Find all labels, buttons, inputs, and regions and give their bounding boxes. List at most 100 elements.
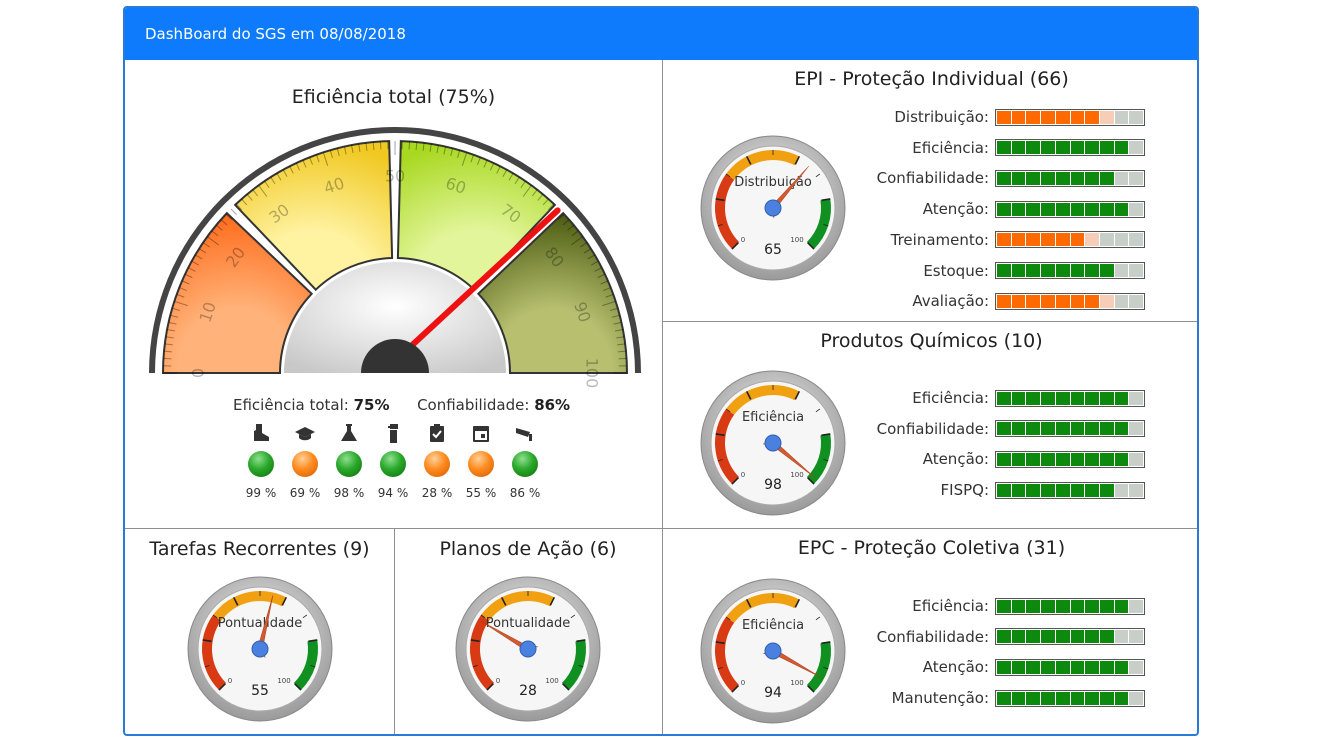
bar-segment [997,264,1011,277]
bar-segment [1011,202,1026,216]
bar-row: FISPQ: [825,481,1145,499]
gauge-band [726,385,800,415]
gauge-tick [302,614,308,619]
bar-segment [1129,171,1144,185]
gauge-tick [597,273,606,279]
gauge-tick [522,185,532,197]
progress-bar [995,139,1145,157]
quimicos-gauge-dial: Eficiência 0 100 98 [700,370,846,516]
gauge-zone [233,140,394,292]
gauge-tick [725,408,731,413]
eff-value: 75% [353,396,390,414]
gauge-tick [794,598,801,608]
dashboard-title: DashBoard do SGS em 08/08/2018 [145,25,406,43]
bar-segment [1085,294,1099,308]
bar-segment [1114,233,1129,247]
progress-bar [995,481,1145,499]
gauge-band [715,408,740,485]
bar-segment [1099,141,1114,155]
bar-segment [1026,294,1041,308]
flask-icon [341,424,357,441]
gauge-tick [309,157,314,165]
gauge-tick [174,300,188,307]
progress-bar [995,292,1145,310]
gauge-tick [823,458,829,462]
gauge-tick [436,145,439,154]
gauge-tick [295,162,301,171]
bar-label: Atenção: [922,450,989,469]
gauge-tick [264,180,270,189]
gauge-tick [476,157,481,165]
bar-segment [1011,452,1026,466]
gauge-tick [603,287,611,292]
gauge-value: 65 [764,242,782,258]
gauge-tick [531,189,538,197]
gauge-value: 98 [764,477,782,493]
bar-segment [997,630,1011,644]
progress-bar [995,108,1145,126]
bar-segment [1070,660,1085,674]
bar-segment [1055,391,1070,405]
gauge-tick [794,390,801,400]
bar-segment [1011,630,1026,644]
bar-segment [1085,233,1099,247]
gauge-tick [823,223,829,227]
gauge-tick [562,683,570,691]
bar-segment [1114,452,1129,466]
gauge-tick [470,639,480,643]
bar-row: Distribuição: [825,108,1145,126]
gauge-tick [745,155,752,165]
indicator-status [292,451,318,477]
gauge-band [726,149,800,180]
bar-segment [1070,599,1085,613]
bar-segment [1114,391,1129,405]
bar-segment [997,691,1011,705]
bar-segment [1041,171,1055,185]
gauge-tick [617,350,627,353]
bar-segment [1055,141,1070,155]
indicator-percent: 86 % [509,486,541,500]
gauge-tick [276,173,282,181]
bar-segment [1011,141,1026,155]
bar-segment [1070,391,1085,405]
epc-gauge-dial: Eficiência 0 100 94 [700,578,846,724]
bar-segment [1129,630,1144,644]
bar-segment [1129,452,1144,466]
bar-segment [1085,691,1099,705]
bar-segment [1129,233,1144,247]
progress-bar [995,231,1145,249]
bar-segment [1041,202,1055,216]
bar-segment [1099,630,1114,644]
gauge-tick [322,152,329,166]
bar-segment [1026,691,1041,705]
bar-label: Treinamento: [890,230,989,249]
gauge-tick [821,433,831,437]
clipboard-check-icon [430,424,444,442]
indicator-status [424,451,450,477]
gauge-tick [549,596,556,606]
gauge-needle-cap [764,642,782,660]
bar-segment [997,660,1011,674]
bar-segment [1055,630,1070,644]
gauge-tick [613,321,622,325]
gauge-tick [165,336,174,339]
gauge-tick [241,198,248,206]
bar-segment [1011,483,1026,497]
gauge-tick-label: 100 [583,358,602,388]
bar-segment [1099,171,1114,185]
gauge-zone [396,140,557,292]
gauge-label: Eficiência [742,410,804,425]
bar-label: Manutenção: [891,689,989,708]
gauge-tick [567,224,575,231]
bar-segment [1011,660,1026,674]
bar-segment [1055,264,1070,277]
progress-bar [995,262,1145,279]
bar-label: FISPQ: [940,481,989,500]
gauge-tick [202,242,211,248]
gauge-tick [616,336,625,339]
bar-segment [1129,483,1144,497]
gauge-tick [461,152,468,166]
gauge-tick [225,213,233,221]
bar-segment [1085,483,1099,497]
